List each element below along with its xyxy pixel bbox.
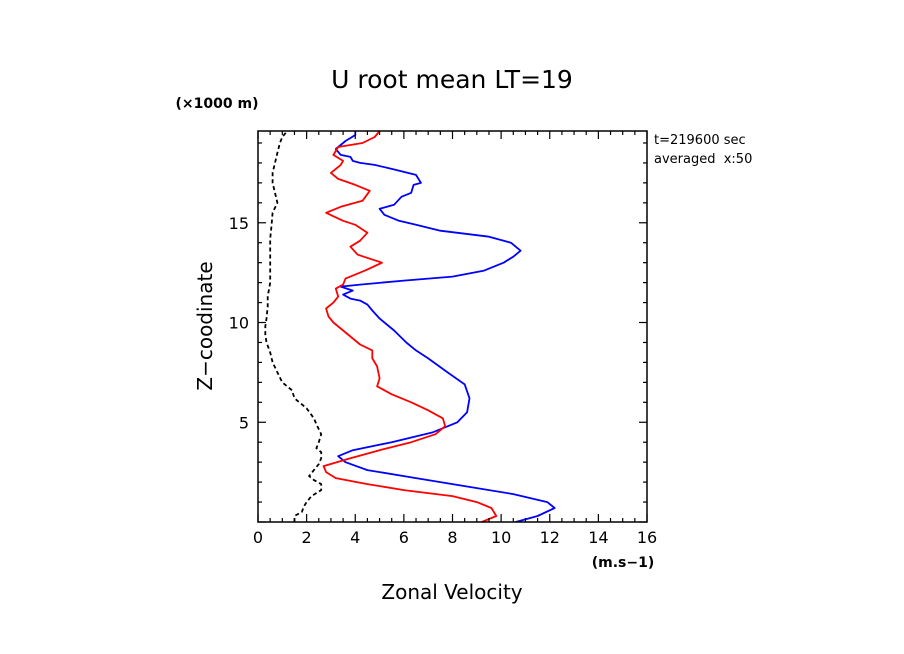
x-tick-label: 10	[491, 528, 511, 547]
x-tick-label: 0	[253, 528, 263, 547]
x-tick-label: 16	[637, 528, 657, 547]
x-unit-label: (m.s−1)	[592, 555, 655, 571]
y-tick-label: 5	[239, 413, 249, 432]
x-tick-label: 4	[350, 528, 360, 547]
x-tick-label: 2	[302, 528, 312, 547]
series-line-2	[264, 131, 323, 522]
series-line-0	[334, 131, 556, 522]
annotation-time: t=219600 sec	[654, 133, 746, 148]
x-tick-label: 14	[588, 528, 608, 547]
series-layer	[264, 131, 556, 522]
y-axis-label: Z−coodinate	[193, 261, 217, 390]
x-tick-label: 8	[447, 528, 457, 547]
plot-frame	[257, 130, 648, 523]
y-unit-label: (×1000 m)	[176, 96, 259, 112]
annotation-averaged: averaged x:50	[654, 152, 752, 167]
chart-title: U root mean LT=19	[331, 65, 573, 94]
x-axis-label: Zonal Velocity	[381, 580, 522, 604]
x-tick-label: 6	[399, 528, 409, 547]
x-tick-label: 12	[540, 528, 560, 547]
series-line-1	[322, 131, 498, 522]
axes-layer: 0 2 4 6 8 10 12 14 16 5 10 15	[229, 130, 657, 547]
y-tick-label: 10	[229, 314, 249, 333]
y-tick-label: 15	[229, 214, 249, 233]
